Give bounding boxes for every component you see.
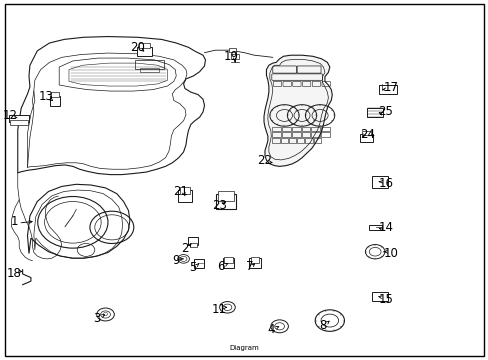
FancyBboxPatch shape <box>10 121 28 125</box>
FancyBboxPatch shape <box>51 93 59 97</box>
FancyBboxPatch shape <box>139 42 150 48</box>
FancyBboxPatch shape <box>9 115 29 122</box>
Text: 11: 11 <box>211 303 226 316</box>
Text: 17: 17 <box>383 81 397 94</box>
Text: 2: 2 <box>181 242 188 255</box>
Text: 21: 21 <box>172 185 187 198</box>
FancyBboxPatch shape <box>371 292 387 301</box>
Text: 8: 8 <box>318 319 325 332</box>
FancyBboxPatch shape <box>249 258 261 268</box>
FancyBboxPatch shape <box>230 54 238 59</box>
FancyBboxPatch shape <box>228 48 235 52</box>
FancyBboxPatch shape <box>371 176 387 188</box>
FancyBboxPatch shape <box>137 47 152 56</box>
Text: 5: 5 <box>188 261 196 274</box>
FancyBboxPatch shape <box>362 131 370 135</box>
Text: 20: 20 <box>129 41 144 54</box>
Text: O: O <box>103 312 108 317</box>
Bar <box>140 68 159 72</box>
Text: 6: 6 <box>217 260 224 273</box>
FancyBboxPatch shape <box>222 258 234 268</box>
FancyBboxPatch shape <box>366 108 383 117</box>
FancyBboxPatch shape <box>216 194 235 209</box>
Text: 10: 10 <box>383 247 397 260</box>
Text: 3: 3 <box>93 311 101 325</box>
Text: 15: 15 <box>378 293 392 306</box>
FancyBboxPatch shape <box>359 134 372 141</box>
Text: 23: 23 <box>211 199 226 212</box>
Text: 7: 7 <box>245 260 253 273</box>
Text: 1: 1 <box>11 215 18 228</box>
Text: 25: 25 <box>378 105 392 118</box>
FancyBboxPatch shape <box>218 191 233 201</box>
Text: 14: 14 <box>378 221 393 234</box>
FancyBboxPatch shape <box>368 225 381 230</box>
FancyBboxPatch shape <box>379 85 397 94</box>
FancyBboxPatch shape <box>178 190 191 202</box>
Text: Diagram: Diagram <box>229 345 259 351</box>
Text: 13: 13 <box>39 90 53 103</box>
FancyBboxPatch shape <box>50 96 60 106</box>
Text: 18: 18 <box>7 267 22 280</box>
Text: 9: 9 <box>172 254 180 267</box>
Polygon shape <box>264 55 331 166</box>
Bar <box>135 60 163 69</box>
FancyBboxPatch shape <box>224 257 232 263</box>
FancyBboxPatch shape <box>189 243 196 247</box>
Text: 16: 16 <box>378 177 393 190</box>
FancyBboxPatch shape <box>188 237 198 245</box>
Text: 4: 4 <box>267 323 275 336</box>
Text: 22: 22 <box>257 154 272 167</box>
FancyBboxPatch shape <box>180 187 189 194</box>
FancyBboxPatch shape <box>194 259 203 267</box>
FancyBboxPatch shape <box>250 257 259 263</box>
Text: 19: 19 <box>223 50 238 63</box>
Text: 12: 12 <box>3 109 18 122</box>
Text: 24: 24 <box>359 127 374 141</box>
